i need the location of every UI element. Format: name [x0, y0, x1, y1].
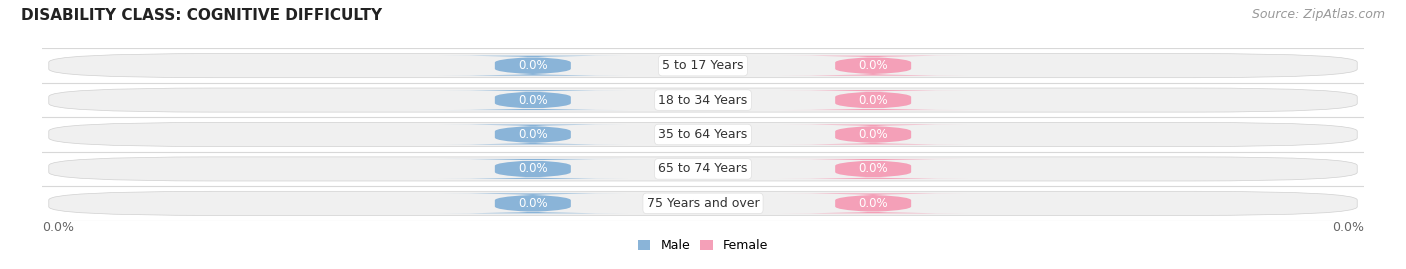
Text: 0.0%: 0.0% — [42, 221, 75, 233]
Text: 65 to 74 Years: 65 to 74 Years — [658, 162, 748, 175]
Text: 0.0%: 0.0% — [858, 59, 889, 72]
Text: 0.0%: 0.0% — [517, 94, 548, 107]
Text: 35 to 64 Years: 35 to 64 Years — [658, 128, 748, 141]
Text: 5 to 17 Years: 5 to 17 Years — [662, 59, 744, 72]
Text: 0.0%: 0.0% — [517, 162, 548, 175]
Text: DISABILITY CLASS: COGNITIVE DIFFICULTY: DISABILITY CLASS: COGNITIVE DIFFICULTY — [21, 8, 382, 23]
Text: 18 to 34 Years: 18 to 34 Years — [658, 94, 748, 107]
FancyBboxPatch shape — [439, 193, 627, 213]
Text: 0.0%: 0.0% — [1331, 221, 1364, 233]
FancyBboxPatch shape — [779, 193, 967, 213]
Text: Source: ZipAtlas.com: Source: ZipAtlas.com — [1251, 8, 1385, 21]
FancyBboxPatch shape — [439, 56, 627, 76]
FancyBboxPatch shape — [439, 159, 627, 179]
Text: 0.0%: 0.0% — [858, 162, 889, 175]
Text: 0.0%: 0.0% — [517, 197, 548, 210]
FancyBboxPatch shape — [779, 159, 967, 179]
FancyBboxPatch shape — [779, 90, 967, 110]
FancyBboxPatch shape — [49, 88, 1357, 112]
FancyBboxPatch shape — [439, 125, 627, 144]
Text: 0.0%: 0.0% — [517, 128, 548, 141]
FancyBboxPatch shape — [49, 122, 1357, 147]
Text: 0.0%: 0.0% — [858, 128, 889, 141]
FancyBboxPatch shape — [49, 157, 1357, 181]
Text: 0.0%: 0.0% — [858, 94, 889, 107]
Legend: Male, Female: Male, Female — [638, 239, 768, 252]
FancyBboxPatch shape — [49, 191, 1357, 215]
Text: 0.0%: 0.0% — [517, 59, 548, 72]
Text: 75 Years and over: 75 Years and over — [647, 197, 759, 210]
FancyBboxPatch shape — [439, 90, 627, 110]
FancyBboxPatch shape — [779, 125, 967, 144]
Text: 0.0%: 0.0% — [858, 197, 889, 210]
FancyBboxPatch shape — [779, 56, 967, 76]
FancyBboxPatch shape — [49, 54, 1357, 78]
